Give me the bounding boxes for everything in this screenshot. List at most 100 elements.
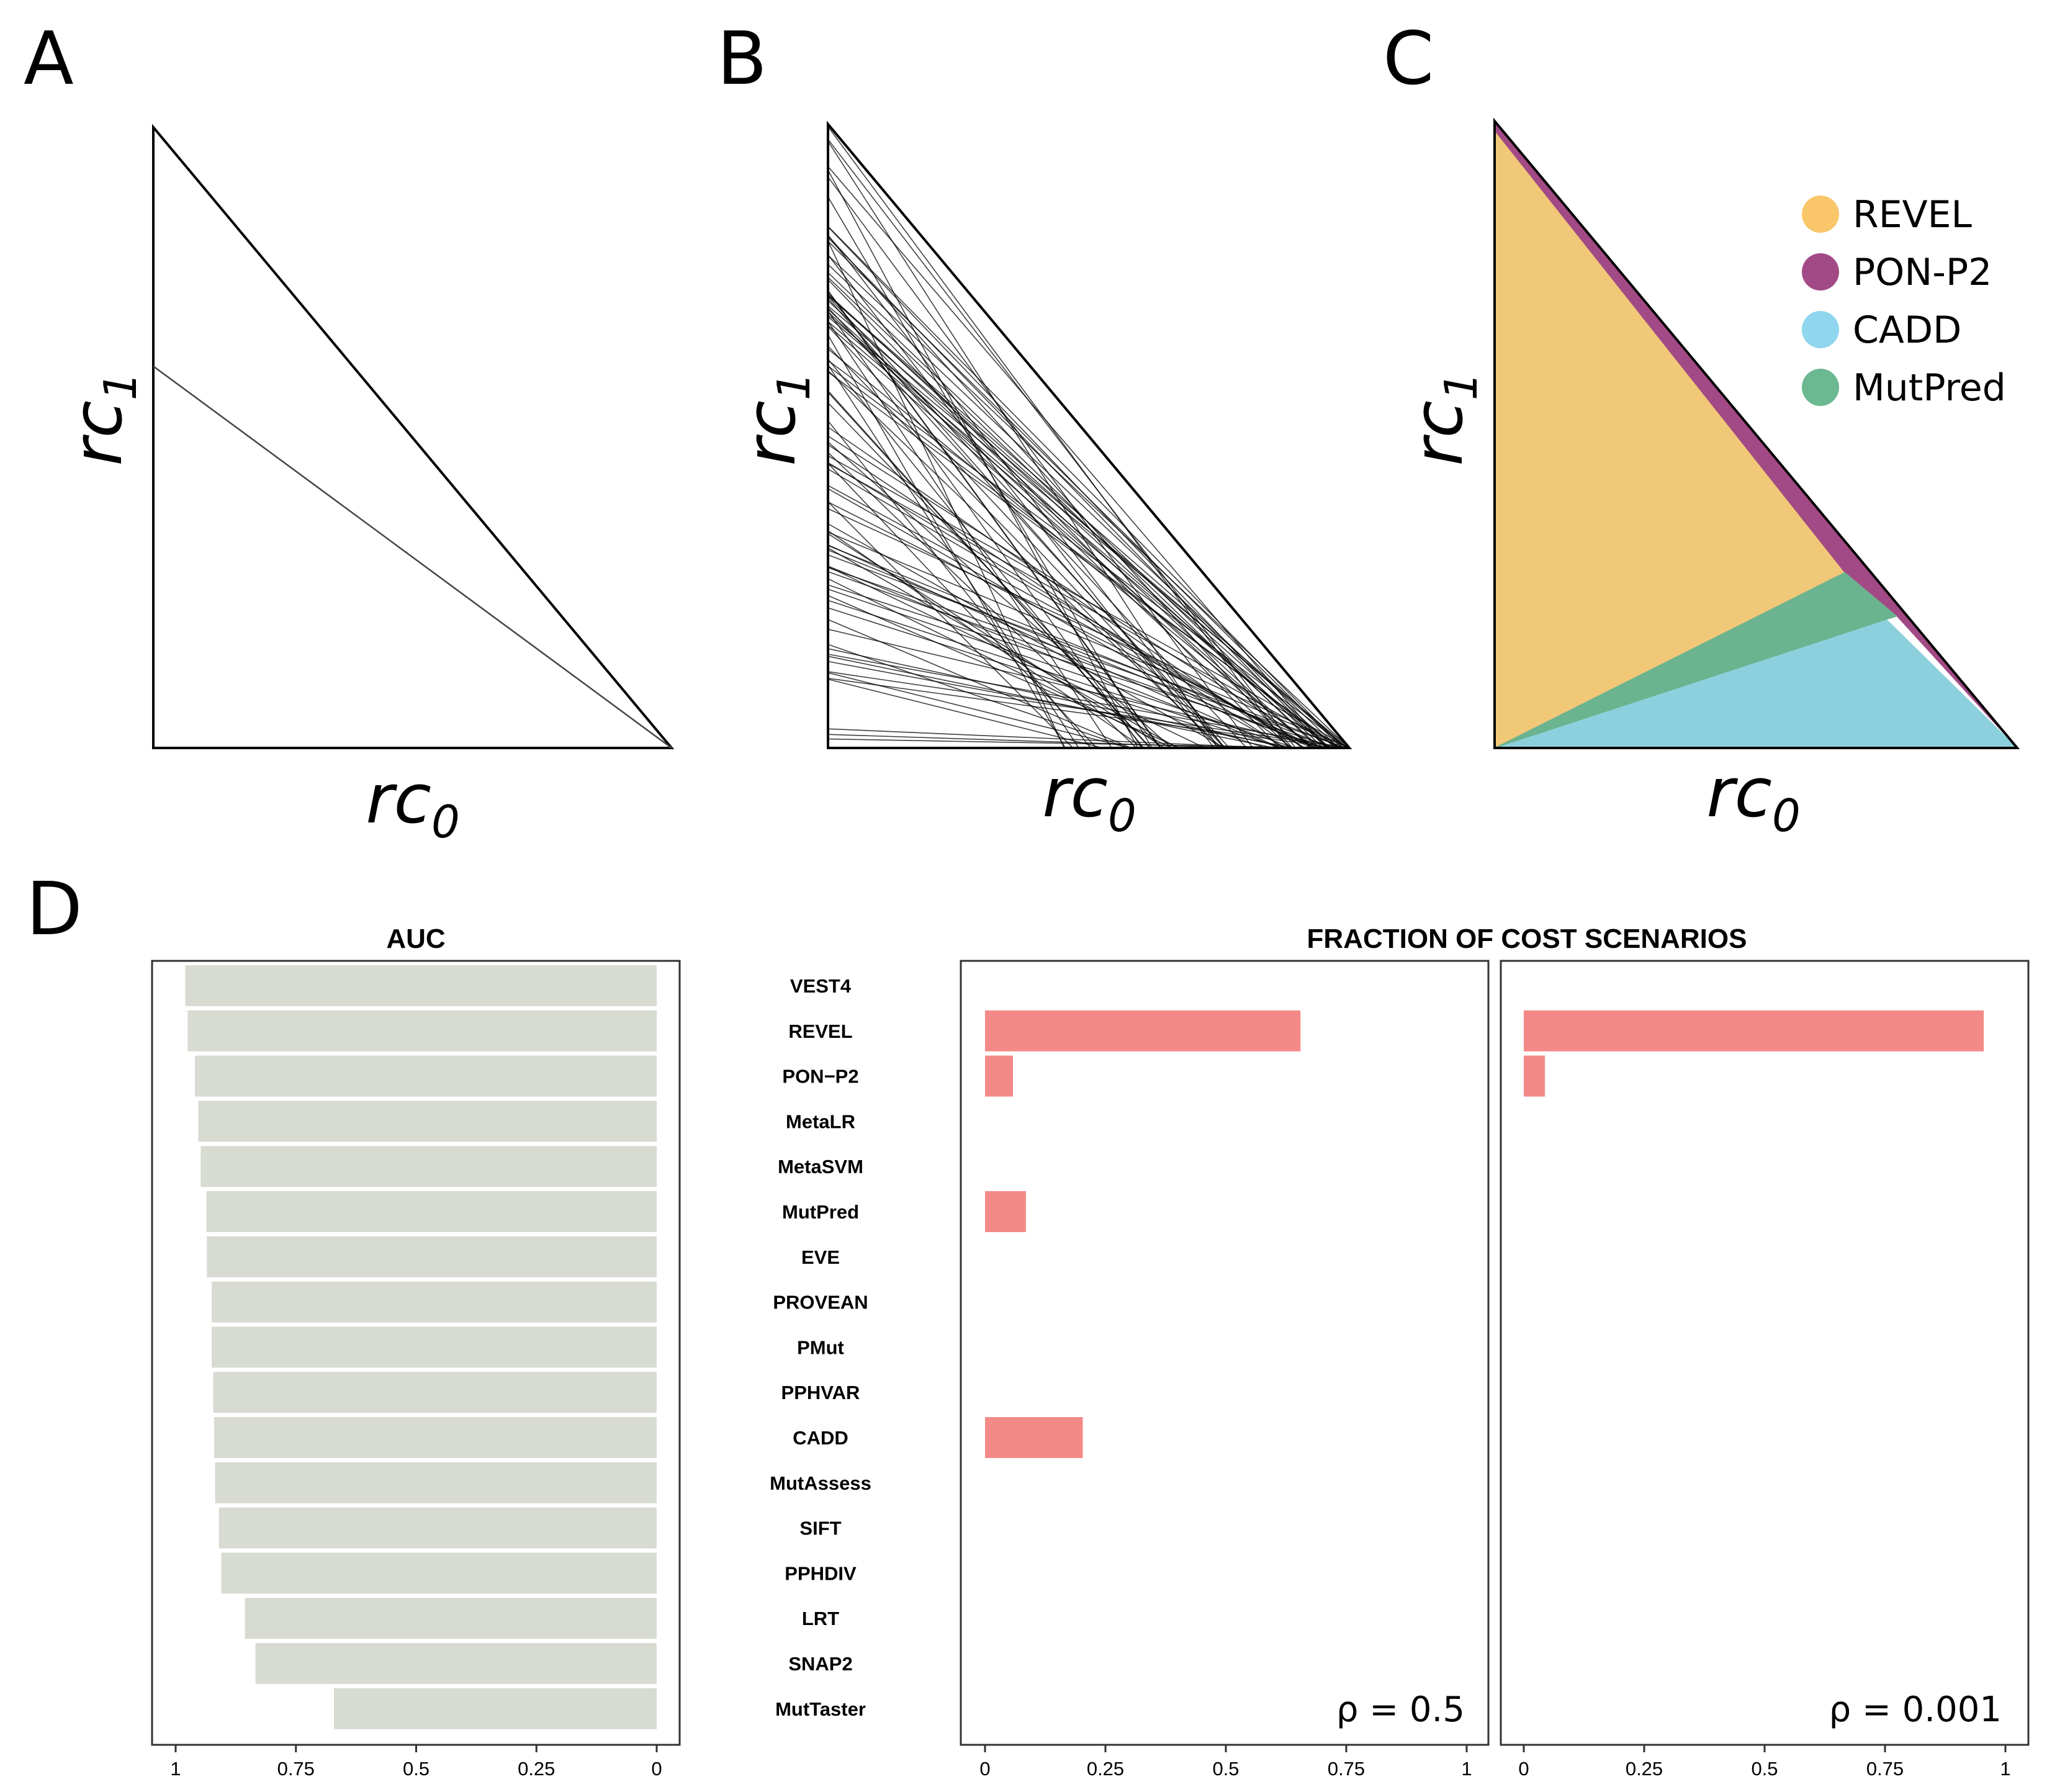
cost-line [827, 628, 1327, 749]
panel-letter-d: D [26, 866, 83, 952]
legend-label-cadd: CADD [1853, 308, 1961, 352]
method-label: MetaLR [786, 1110, 855, 1132]
auc-bar [221, 1552, 657, 1594]
cost-line [827, 402, 1162, 749]
auc-bar [245, 1598, 657, 1639]
cost-line [827, 672, 1130, 749]
auc-bar [195, 1055, 657, 1097]
cost-line [827, 279, 1280, 749]
cost-line [827, 307, 1230, 749]
panel-b-boundary-triangle [827, 120, 1352, 749]
cost-line [827, 348, 1314, 749]
cost-line [827, 141, 1219, 749]
method-label: MutAssess [770, 1472, 871, 1494]
method-label: PON−P2 [782, 1066, 858, 1087]
method-label: VEST4 [790, 975, 852, 997]
cost-line [827, 237, 1326, 749]
method-label: PPHDIV [785, 1562, 857, 1584]
legend-label-pon-p2: PON-P2 [1853, 251, 1992, 294]
cost-line [827, 346, 1220, 749]
cost-line [827, 578, 1172, 749]
panel-letter-a: A [24, 16, 74, 101]
legend-label-mutpred: MutPred [1853, 366, 2006, 410]
method-label: REVEL [788, 1020, 852, 1042]
panel-c-boundary-triangle [1493, 117, 2020, 749]
panel-c-plot: rc0 rc1 REVEL PON-P2 CADD MutPred [1398, 117, 2020, 842]
method-label: EVE [801, 1246, 840, 1268]
axis-ticks: 1 0.75 0.5 0.25 0 0 0.25 0.5 0.75 1 0 0.25 0.5 0.75 1 [170, 1745, 2011, 1780]
cost-line [153, 365, 672, 749]
cost-line [827, 588, 1295, 749]
method-label: PMut [797, 1336, 844, 1358]
legend-label-revel: REVEL [1853, 193, 1973, 236]
auc-bar [212, 1326, 657, 1368]
cost-line [827, 508, 1350, 749]
legend-swatch-cadd [1802, 311, 1839, 348]
method-label: SIFT [799, 1518, 841, 1539]
cost-bar [985, 1417, 1083, 1458]
cost-line [827, 254, 1215, 749]
panel-b-x-label: rc0 [1042, 753, 1136, 842]
cost-line [827, 441, 1172, 749]
region-mutpred [1494, 572, 1898, 749]
cost-line [827, 544, 1280, 749]
panel-b-lines [827, 126, 1350, 749]
panel-a-x-label: rc0 [366, 759, 460, 848]
method-label: MutPred [782, 1201, 859, 1223]
auc-bar [255, 1643, 657, 1684]
method-label: CADD [793, 1427, 848, 1449]
cost-line [827, 360, 1349, 749]
facet-1-x-tick-label: 0.75 [1328, 1758, 1365, 1780]
cost-line [827, 138, 1296, 749]
facet-2-x-tick-label: 0.5 [1751, 1758, 1778, 1780]
facet-2-x-tick-label: 0.25 [1626, 1758, 1663, 1780]
cost-bar [985, 1010, 1301, 1051]
auc-bar [212, 1281, 657, 1323]
cost-line [827, 462, 1305, 749]
cost-line [827, 595, 1181, 749]
cost-line [827, 166, 1328, 749]
facet-2-x-tick-label: 1 [2000, 1758, 2010, 1780]
auc-x-tick-label: 0.25 [518, 1758, 555, 1780]
cost-line [827, 335, 1066, 749]
cost-line [827, 293, 1321, 749]
cost-line [827, 554, 1346, 749]
auc-x-tick-label: 0 [651, 1758, 662, 1780]
cost-line [827, 444, 1285, 749]
cost-line [827, 358, 1145, 749]
cost-bar [1524, 1010, 1984, 1051]
method-label: LRT [802, 1608, 839, 1629]
auc-x-tick-label: 0.75 [277, 1758, 315, 1780]
facet-2-rho-label: ρ = 0.001 [1829, 1690, 2002, 1730]
auc-bar [215, 1462, 657, 1503]
cost-line [827, 235, 1293, 749]
facet-2-x-tick-label: 0.75 [1866, 1758, 1904, 1780]
cost-line [827, 305, 1347, 749]
facet-1-rho-label: ρ = 0.5 [1336, 1690, 1465, 1730]
panel-a-lines [153, 365, 672, 749]
cost-line [827, 298, 1226, 749]
cost-line [827, 678, 1337, 749]
cost-line [827, 311, 1291, 749]
panel-c-legend: REVEL PON-P2 CADD MutPred [1802, 193, 2006, 410]
facet-1-x-tick-label: 1 [1461, 1758, 1472, 1780]
cost-line [827, 435, 1318, 749]
cost-line [827, 501, 1074, 749]
cost-chart-title: FRACTION OF COST SCENARIOS [1307, 924, 1747, 954]
auc-bar [185, 965, 657, 1006]
cost-line [827, 370, 1222, 749]
cost-line [827, 738, 1326, 749]
facet-2-x-tick-label: 0 [1518, 1758, 1529, 1780]
panel-c-x-label: rc0 [1706, 753, 1801, 842]
cost-bars [985, 1010, 1984, 1458]
cost-line [827, 533, 1165, 749]
method-label: PROVEAN [773, 1292, 868, 1313]
cost-line [827, 488, 1286, 749]
panel-c-y-label: rc1 [1398, 372, 1487, 466]
cost-line [827, 655, 1275, 749]
cost-line [827, 531, 1350, 749]
panel-a-y-label: rc1 [58, 372, 146, 466]
legend-swatch-pon-p2 [1802, 253, 1839, 290]
auc-bars [185, 965, 657, 1729]
